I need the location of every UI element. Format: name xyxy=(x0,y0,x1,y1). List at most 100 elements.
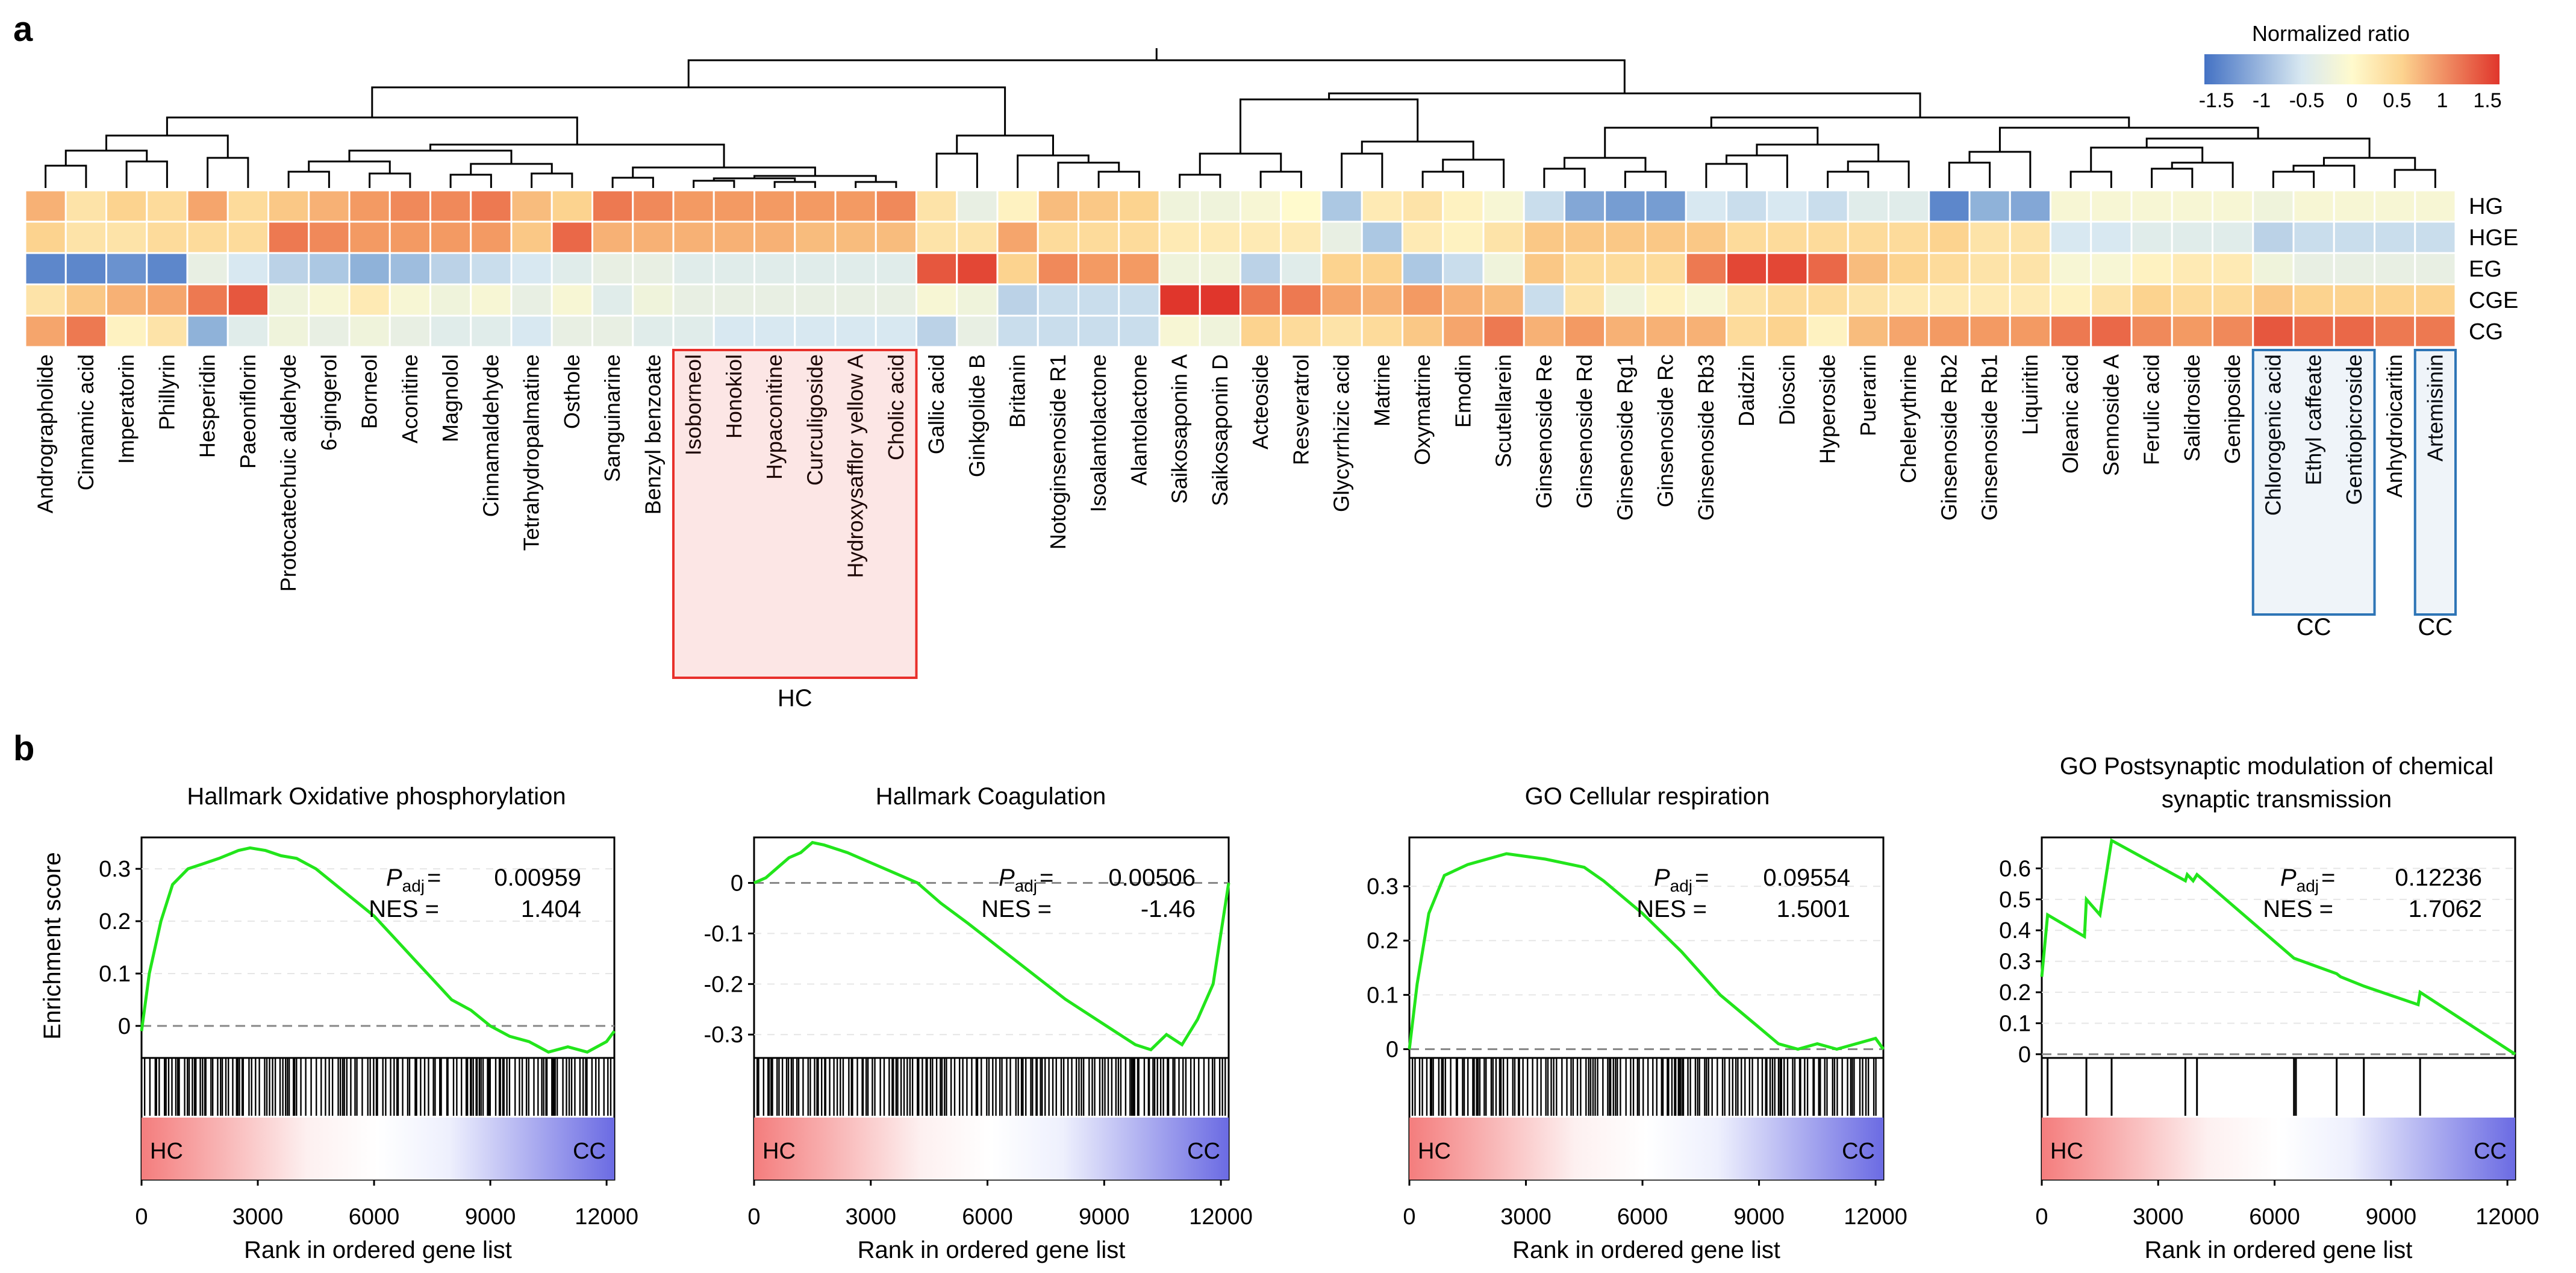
heatmap-cell xyxy=(1158,189,1201,223)
nes-label: NES = xyxy=(2263,896,2333,922)
y-tick-label: -0.1 xyxy=(704,921,743,946)
heatmap-cell xyxy=(267,314,310,348)
x-tick-label: 0 xyxy=(2035,1204,2048,1230)
heatmap-cell xyxy=(1280,283,1323,317)
heatmap-cell xyxy=(186,189,229,223)
x-tick-label: 12000 xyxy=(1844,1204,1907,1230)
nes-value: 1.404 xyxy=(521,896,581,922)
heatmap-cell xyxy=(2050,252,2092,286)
dendrogram-branch xyxy=(1240,98,1419,154)
nes-label: NES = xyxy=(981,896,1052,922)
heatmap-cell xyxy=(1766,252,1809,286)
dendrogram-branch xyxy=(2151,167,2194,188)
heatmap-cell xyxy=(794,283,837,317)
compound-label: Ferulic acid xyxy=(2139,354,2164,465)
heatmap-cell xyxy=(834,314,877,348)
heatmap-cell xyxy=(2050,189,2092,223)
y-tick-label: -0.2 xyxy=(704,972,743,997)
dendrogram-branch xyxy=(1564,157,1647,172)
x-tick-label: 12000 xyxy=(575,1204,638,1230)
heatmap-cell xyxy=(1726,283,1768,317)
legend-tick: 0 xyxy=(2347,89,2358,112)
dendrogram-branch xyxy=(2090,146,2204,172)
heatmap-cell xyxy=(1482,283,1525,317)
dendrogram-branch xyxy=(1097,170,1140,188)
dendrogram-branch xyxy=(287,170,330,188)
heatmap-cell xyxy=(875,221,917,254)
gsea-title: Hallmark Oxidative phosphorylation xyxy=(187,783,566,810)
heatmap-cell xyxy=(2130,189,2173,223)
dendrogram-branch xyxy=(855,181,897,188)
heatmap-cell xyxy=(1158,314,1201,348)
heatmap-cell xyxy=(996,189,1039,223)
heatmap-cell xyxy=(1199,283,1241,317)
dendrogram-branch xyxy=(64,149,148,166)
y-tick-label: 0.3 xyxy=(99,857,131,882)
compound-label: Hyperoside xyxy=(1815,354,1840,464)
heatmap-cell xyxy=(1928,221,1971,254)
compound-label: Andrographolide xyxy=(33,354,58,513)
heatmap-cell xyxy=(1564,283,1606,317)
dendrogram-branch xyxy=(611,177,654,188)
heatmap-cell xyxy=(1240,283,1282,317)
x-axis-label: Rank in ordered gene list xyxy=(858,1237,1126,1263)
heatmap-cell xyxy=(429,314,472,348)
cc-group-label: CC xyxy=(2418,614,2453,640)
heatmap-cell xyxy=(2212,314,2254,348)
dendrogram-branch xyxy=(1179,174,1221,188)
heatmap-cell xyxy=(1604,221,1647,254)
gradient-left-label: HC xyxy=(2050,1139,2083,1164)
x-tick-label: 12000 xyxy=(2475,1204,2539,1230)
heatmap-cell xyxy=(550,283,593,317)
y-tick-label: 0 xyxy=(731,871,743,896)
compound-label: Dioscin xyxy=(1774,354,1799,425)
heatmap-cell xyxy=(591,189,634,223)
gsea-title: Hallmark Coagulation xyxy=(876,783,1106,810)
heatmap-cell xyxy=(1361,189,1403,223)
x-tick-label: 9000 xyxy=(2366,1204,2417,1230)
heatmap-cell xyxy=(24,314,67,348)
dendrogram-branch xyxy=(105,134,229,158)
enrichment-curve xyxy=(140,846,616,1054)
heatmap-cell xyxy=(226,189,269,223)
y-tick-label: 0.3 xyxy=(1999,949,2031,975)
heatmap-cell xyxy=(388,314,431,348)
dendrogram-branch xyxy=(45,164,87,188)
gradient-left-label: HC xyxy=(150,1139,183,1164)
compound-label: Ginsenoside Rb2 xyxy=(1936,354,1961,521)
heatmap-cell xyxy=(672,252,715,286)
padj-value: 0.00506 xyxy=(1108,865,1196,891)
dendrogram-branch xyxy=(371,86,1006,136)
heatmap-cell xyxy=(1685,314,1727,348)
heatmap-cell xyxy=(1361,283,1403,317)
heatmap-cell xyxy=(510,252,553,286)
compound-label: Emodin xyxy=(1450,354,1475,428)
heatmap-cell xyxy=(1199,252,1241,286)
heatmap-cell xyxy=(1847,314,1889,348)
heatmap-cell xyxy=(1158,252,1201,286)
heatmap-cell xyxy=(105,283,148,317)
heatmap-cell xyxy=(2130,283,2173,317)
heatmap-cell xyxy=(429,283,472,317)
dendrogram-branch xyxy=(713,177,796,182)
heatmap-cell xyxy=(64,283,107,317)
padj-equals: = xyxy=(1695,865,1709,891)
compound-label: Curculigoside xyxy=(802,354,827,486)
heatmap-cell xyxy=(550,252,593,286)
heatmap-cell xyxy=(1968,283,2011,317)
compound-label: Oxymatrine xyxy=(1410,354,1435,465)
heatmap-cell xyxy=(2333,314,2375,348)
nes-value: -1.46 xyxy=(1141,896,1196,922)
heatmap-cell xyxy=(1968,189,2011,223)
legend-tick: -1.5 xyxy=(2199,89,2235,112)
x-tick-label: 0 xyxy=(1403,1204,1415,1230)
gsea-panel-3: GO Cellular respiration 0 0.1 0.2 0.3 Padj = 0.… xyxy=(1367,783,1907,1263)
padj-p: P xyxy=(1654,865,1670,891)
row-label-HG: HG xyxy=(2469,194,2503,219)
dendrogram-branch xyxy=(773,181,816,188)
compound-label: Sanguinarine xyxy=(600,354,625,482)
heatmap-cell xyxy=(1685,221,1727,254)
heatmap-cell xyxy=(1077,189,1120,223)
heatmap-cell xyxy=(713,189,755,223)
heatmap-cell xyxy=(753,314,796,348)
